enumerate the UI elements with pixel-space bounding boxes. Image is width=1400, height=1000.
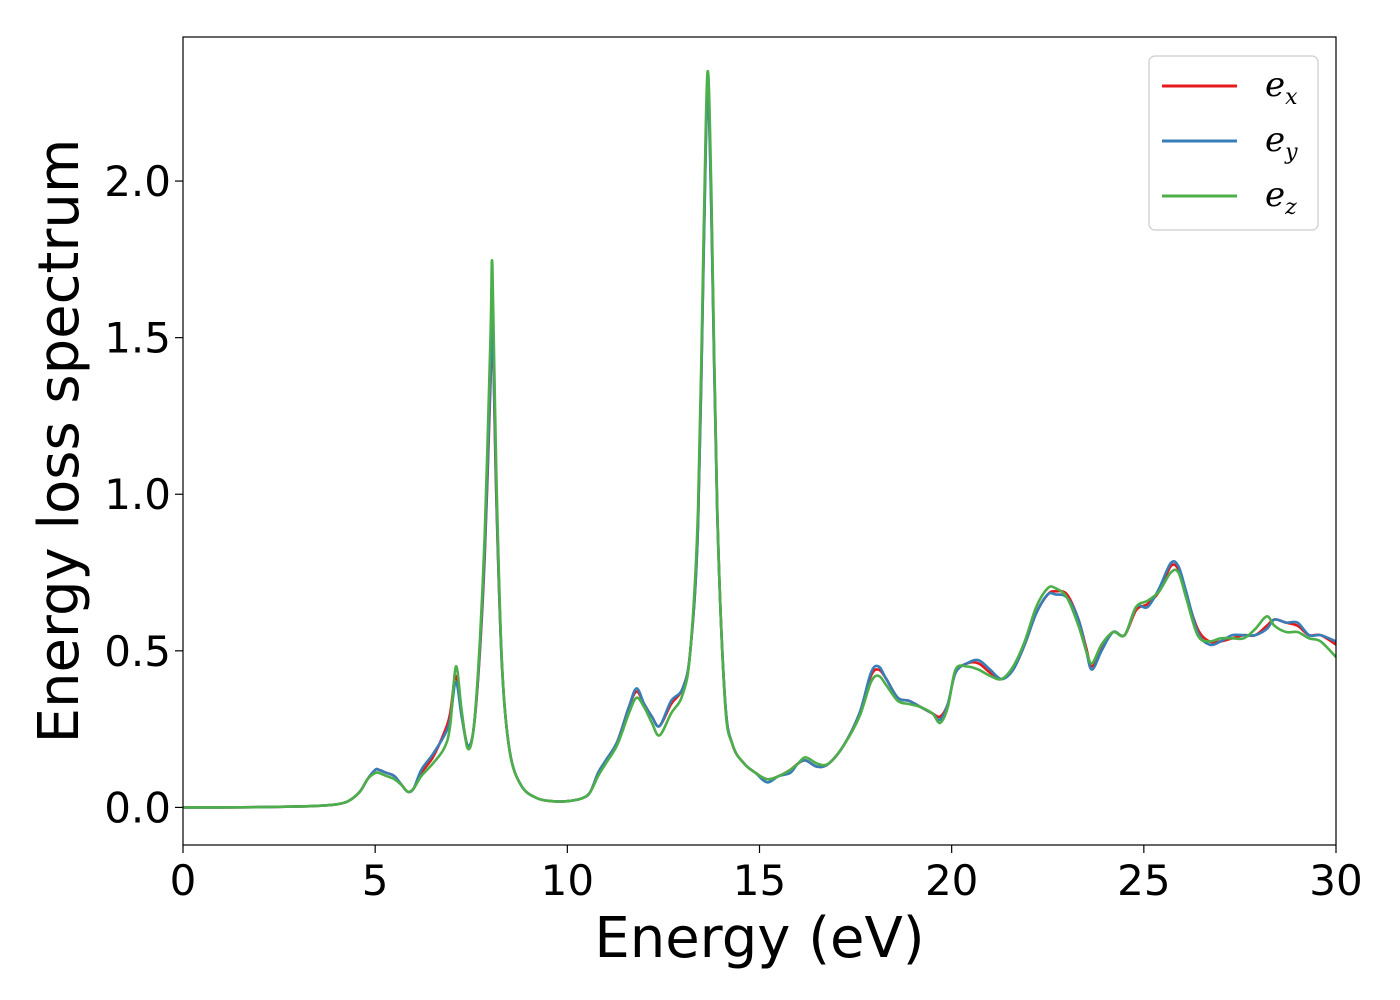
x-axis: 0 5 10 15 20 25 30 [170, 845, 1363, 905]
x-tick-label: 10 [541, 856, 594, 905]
x-tick-label: 20 [925, 856, 978, 905]
legend-label: ey [1265, 120, 1298, 165]
y-tick-label: 0.0 [104, 783, 171, 832]
x-tick-label: 15 [733, 856, 786, 905]
x-tick-label: 30 [1309, 856, 1362, 905]
series-line-ez [183, 70, 1336, 809]
y-axis-title: Energy loss spectrum [27, 139, 92, 744]
y-axis: 0.0 0.5 1.0 1.5 2.0 [104, 157, 183, 832]
legend-box [1148, 55, 1319, 231]
legend-label: ex [1265, 65, 1298, 110]
x-axis-title: Energy (eV) [594, 906, 924, 971]
y-tick-label: 1.0 [104, 470, 171, 519]
legend-label: ez [1265, 175, 1297, 220]
y-tick-label: 0.5 [104, 627, 171, 676]
y-tick-label: 2.0 [104, 157, 171, 206]
x-tick-label: 25 [1117, 856, 1170, 905]
x-tick-label: 0 [170, 856, 197, 905]
x-tick-label: 5 [362, 856, 389, 905]
legend: ex ey ez [1148, 55, 1319, 231]
y-tick-label: 1.5 [104, 314, 171, 363]
series-layer [183, 70, 1336, 809]
